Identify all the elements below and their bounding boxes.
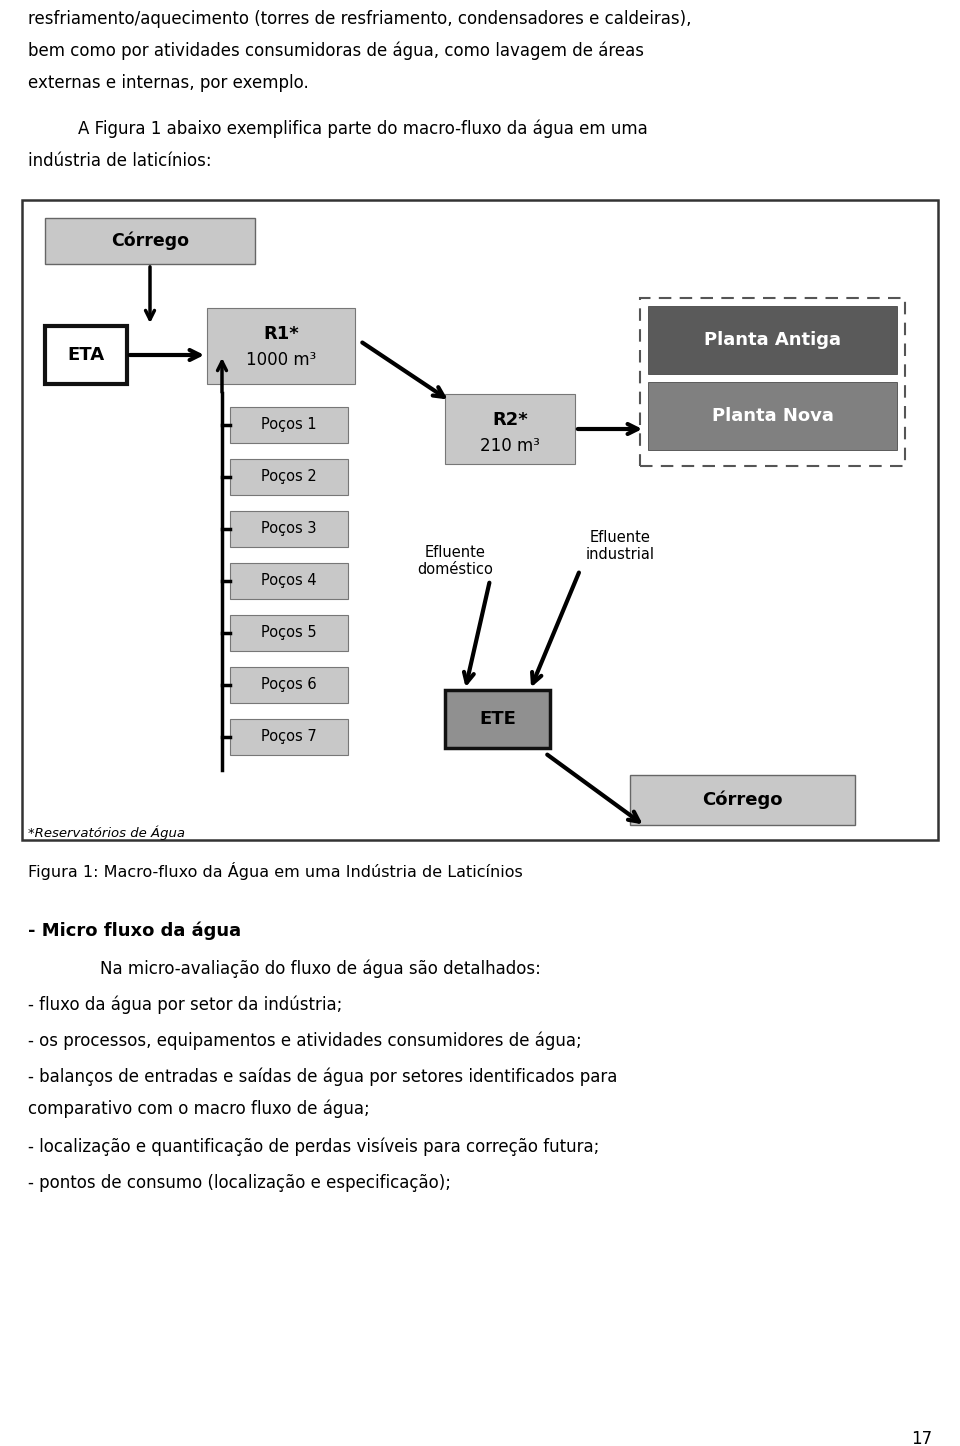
Bar bbox=[45, 218, 255, 265]
Bar bbox=[230, 615, 348, 651]
Text: Figura 1: Macro-fluxo da Água em uma Indústria de Laticínios: Figura 1: Macro-fluxo da Água em uma Ind… bbox=[28, 862, 523, 881]
Text: ETE: ETE bbox=[479, 710, 516, 727]
Bar bbox=[207, 308, 355, 385]
Text: - os processos, equipamentos e atividades consumidores de água;: - os processos, equipamentos e atividade… bbox=[28, 1032, 582, 1050]
Bar bbox=[648, 382, 897, 450]
Text: Poços 4: Poços 4 bbox=[261, 574, 317, 589]
Text: resfriamento/aquecimento (torres de resfriamento, condensadores e caldeiras),: resfriamento/aquecimento (torres de resf… bbox=[28, 10, 691, 27]
Text: Planta Antiga: Planta Antiga bbox=[704, 331, 841, 348]
Bar bbox=[640, 298, 905, 466]
Bar bbox=[22, 200, 938, 840]
Bar bbox=[230, 719, 348, 755]
Text: - balanços de entradas e saídas de água por setores identificados para: - balanços de entradas e saídas de água … bbox=[28, 1069, 617, 1086]
Bar bbox=[230, 562, 348, 599]
Bar bbox=[445, 690, 550, 748]
Text: Poços 3: Poços 3 bbox=[261, 522, 317, 536]
Text: 1000 m³: 1000 m³ bbox=[246, 351, 316, 369]
Text: - localização e quantificação de perdas visíveis para correção futura;: - localização e quantificação de perdas … bbox=[28, 1138, 599, 1157]
Text: A Figura 1 abaixo exemplifica parte do macro-fluxo da água em uma: A Figura 1 abaixo exemplifica parte do m… bbox=[78, 120, 648, 139]
Bar bbox=[230, 458, 348, 495]
Bar bbox=[648, 307, 897, 375]
Bar bbox=[630, 775, 855, 826]
Text: R1*: R1* bbox=[263, 325, 299, 343]
Bar bbox=[230, 510, 348, 547]
Bar bbox=[230, 406, 348, 442]
Text: bem como por atividades consumidoras de água, como lavagem de áreas: bem como por atividades consumidoras de … bbox=[28, 42, 644, 61]
Text: Na micro-avaliação do fluxo de água são detalhados:: Na micro-avaliação do fluxo de água são … bbox=[100, 960, 540, 979]
Text: Poços 1: Poços 1 bbox=[261, 418, 317, 432]
Text: Poços 6: Poços 6 bbox=[261, 678, 317, 693]
Text: - Micro fluxo da água: - Micro fluxo da água bbox=[28, 923, 241, 940]
Text: Poços 5: Poços 5 bbox=[261, 626, 317, 641]
Text: 17: 17 bbox=[911, 1430, 932, 1446]
Text: externas e internas, por exemplo.: externas e internas, por exemplo. bbox=[28, 74, 309, 93]
Text: Poços 2: Poços 2 bbox=[261, 470, 317, 484]
Text: - fluxo da água por setor da indústria;: - fluxo da água por setor da indústria; bbox=[28, 996, 343, 1015]
Text: Efluente
industrial: Efluente industrial bbox=[586, 531, 655, 562]
Text: 210 m³: 210 m³ bbox=[480, 437, 540, 455]
Text: - pontos de consumo (localização e especificação);: - pontos de consumo (localização e espec… bbox=[28, 1174, 451, 1192]
Text: Efluente
doméstico: Efluente doméstico bbox=[417, 545, 492, 577]
Text: Córrego: Córrego bbox=[111, 231, 189, 250]
Text: R2*: R2* bbox=[492, 411, 528, 429]
Bar bbox=[230, 667, 348, 703]
Text: comparativo com o macro fluxo de água;: comparativo com o macro fluxo de água; bbox=[28, 1100, 370, 1119]
Text: ETA: ETA bbox=[67, 346, 105, 364]
Text: Poços 7: Poços 7 bbox=[261, 729, 317, 745]
Bar bbox=[445, 393, 575, 464]
Text: Córrego: Córrego bbox=[703, 791, 782, 810]
Text: indústria de laticínios:: indústria de laticínios: bbox=[28, 152, 211, 171]
Text: Planta Nova: Planta Nova bbox=[711, 406, 833, 425]
Text: *Reservatórios de Água: *Reservatórios de Água bbox=[28, 826, 185, 840]
Bar bbox=[45, 325, 127, 385]
